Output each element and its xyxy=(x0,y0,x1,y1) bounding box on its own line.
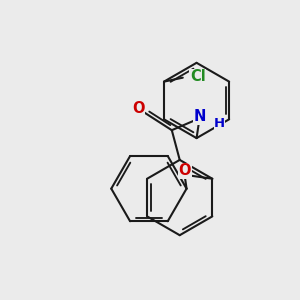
Text: Cl: Cl xyxy=(190,69,206,84)
Text: O: O xyxy=(132,101,144,116)
Text: O: O xyxy=(178,163,191,178)
Text: H: H xyxy=(214,117,225,130)
Text: N: N xyxy=(193,109,206,124)
